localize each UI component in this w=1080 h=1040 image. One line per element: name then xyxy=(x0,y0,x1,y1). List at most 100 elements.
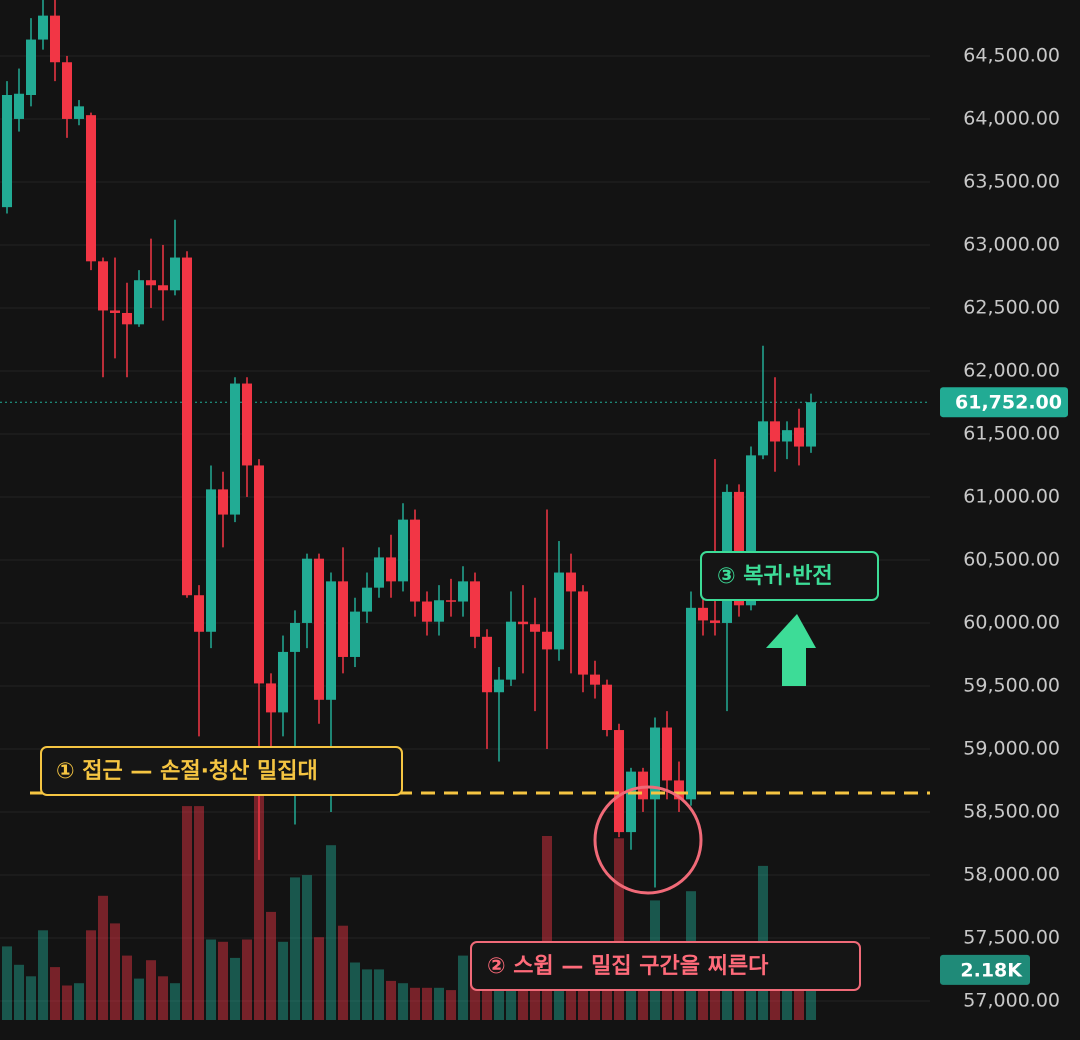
candle-body xyxy=(98,261,108,311)
volume-bar xyxy=(590,985,600,1020)
volume-bar xyxy=(254,792,264,1020)
y-tick-label: 64,500.00 xyxy=(963,44,1060,66)
volume-bar xyxy=(458,955,468,1020)
y-tick-label: 61,500.00 xyxy=(963,422,1060,444)
volume-bar xyxy=(422,987,432,1020)
volume-layer xyxy=(2,792,816,1020)
volume-bar xyxy=(326,845,336,1020)
candle-body xyxy=(614,730,624,833)
volume-bar xyxy=(290,877,300,1020)
candle-body xyxy=(122,312,132,325)
volume-bar xyxy=(134,978,144,1020)
grid xyxy=(0,55,930,1002)
candle-body xyxy=(446,600,456,602)
candle-body xyxy=(434,600,444,622)
candle-body xyxy=(674,780,684,800)
candle-body xyxy=(518,621,528,625)
volume-bar xyxy=(302,875,312,1020)
candle-body xyxy=(626,771,636,833)
volume-bar xyxy=(794,976,804,1020)
volume-bar xyxy=(746,978,756,1020)
volume-bar xyxy=(698,987,708,1020)
volume-bar xyxy=(566,974,576,1020)
volume-bar xyxy=(362,969,372,1020)
annotation-box xyxy=(40,746,403,796)
volume-bar xyxy=(50,967,60,1020)
volume-bar xyxy=(734,969,744,1020)
volume-bar xyxy=(62,985,72,1020)
candle-body xyxy=(14,93,24,119)
candle-body xyxy=(602,684,612,731)
volume-bar xyxy=(806,969,816,1020)
last-price-label: 61,752.00 xyxy=(955,392,1062,414)
candle-body xyxy=(218,489,228,515)
candle-body xyxy=(110,310,120,313)
volume-bar xyxy=(410,987,420,1020)
volume-bar xyxy=(38,930,48,1020)
y-tick-label: 61,000.00 xyxy=(963,485,1060,507)
candle-body xyxy=(662,727,672,781)
volume-bar xyxy=(230,957,240,1020)
volume-bar xyxy=(554,985,564,1020)
candle-body xyxy=(470,581,480,637)
candle-body xyxy=(554,572,564,650)
last-price-box xyxy=(940,387,1068,418)
y-tick-label: 58,000.00 xyxy=(963,863,1060,885)
candle-body xyxy=(134,280,144,325)
sweep-circle xyxy=(593,785,703,895)
volume-bar xyxy=(74,983,84,1020)
volume-bar xyxy=(242,939,252,1020)
candle-body xyxy=(50,15,60,63)
last-volume-label: 2.18K xyxy=(960,959,1023,981)
y-tick-label: 57,500.00 xyxy=(963,926,1060,948)
y-tick-label: 64,000.00 xyxy=(963,107,1060,129)
annotation-box xyxy=(700,551,879,601)
candle-body xyxy=(230,383,240,515)
volume-bar xyxy=(338,925,348,1020)
candle-body xyxy=(758,421,768,456)
annotation: ③ 복귀·반전 xyxy=(717,564,833,589)
volume-bar xyxy=(782,985,792,1020)
volume-bar xyxy=(638,985,648,1020)
volume-bar xyxy=(158,976,168,1020)
volume-bar xyxy=(314,937,324,1020)
y-tick-label: 57,000.00 xyxy=(963,989,1060,1011)
y-tick-label: 58,500.00 xyxy=(963,800,1060,822)
volume-bar xyxy=(398,983,408,1020)
candle-body xyxy=(734,491,744,606)
volume-bar xyxy=(146,960,156,1020)
candle-body xyxy=(578,591,588,675)
price-axis: 57,000.00 57,500.00 58,000.00 58,500.00 59,0… xyxy=(940,44,1068,1011)
volume-bar xyxy=(194,806,204,1020)
volume-bar xyxy=(86,930,96,1020)
candle-body xyxy=(26,39,36,96)
candle-body xyxy=(782,430,792,442)
annotation-box xyxy=(470,941,861,991)
up-arrow xyxy=(766,614,816,686)
volume-bar xyxy=(170,983,180,1020)
candle-body xyxy=(362,587,372,612)
candle-body xyxy=(482,636,492,693)
candle-body xyxy=(506,621,516,680)
volume-bar xyxy=(614,838,624,1020)
y-tick-label: 59,000.00 xyxy=(963,737,1060,759)
candle-body xyxy=(254,465,264,684)
volume-bar xyxy=(530,985,540,1020)
annotation: ② 스윕 — 밀집 구간을 찌른다 xyxy=(487,954,769,979)
volume-bar xyxy=(542,836,552,1020)
volume-bar xyxy=(278,941,288,1020)
volume-bar xyxy=(518,983,528,1020)
y-tick-label: 60,500.00 xyxy=(963,548,1060,570)
volume-bar xyxy=(470,962,480,1020)
volume-bar xyxy=(494,969,504,1020)
candle-body xyxy=(242,383,252,466)
candle-body xyxy=(74,106,84,119)
candle-body xyxy=(86,115,96,262)
candle-body xyxy=(566,572,576,592)
volume-bar xyxy=(434,987,444,1020)
candle-body xyxy=(422,601,432,622)
candle-body xyxy=(398,519,408,582)
